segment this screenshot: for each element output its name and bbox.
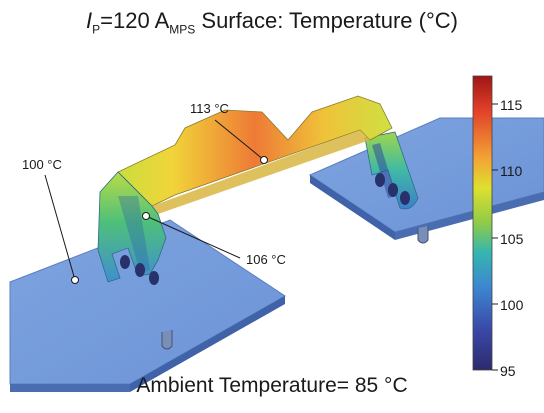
callout-mid-label: 106 °C [246,252,286,267]
colorbar-tick-110: 110 [500,163,523,179]
colorbar [472,75,493,371]
callout-mid-leader [145,215,241,259]
colorbar-tick-100: 100 [500,297,524,313]
strap [97,95,419,285]
colorbar-ticks [492,103,498,371]
callout-top-marker [260,156,268,164]
callout-mid-marker [142,212,150,220]
current-symbol: I [85,8,93,33]
ambient-caption: Ambient Temperature= 85 °C [136,374,408,397]
plot-title: IP=120 AMPS Surface: Temperature (°C) [0,8,544,36]
title-text: Surface: Temperature (°C) [195,8,458,33]
callout-left-label: 100 °C [22,157,62,172]
colorbar-tick-115: 115 [500,97,523,113]
colorbar-tick-95: 95 [500,363,516,379]
callout-left-leader [44,174,76,281]
current-value: =120 A [100,8,170,33]
colorbar-tick-105: 105 [500,231,524,247]
left-busbar [9,219,286,392]
current-unit-subscript: MPS [169,22,196,37]
current-symbol-subscript: P [92,22,101,37]
callout-top-leader [214,119,265,161]
callout-left-marker [71,276,79,284]
callout-top-label: 113 °C [190,101,229,116]
